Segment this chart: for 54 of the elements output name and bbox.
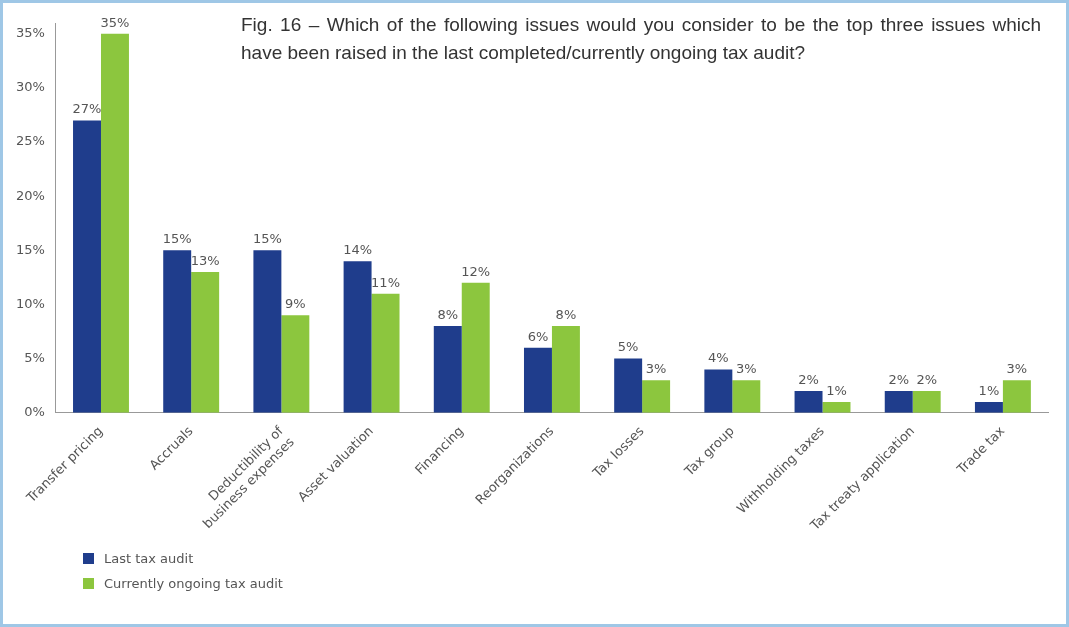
bar xyxy=(191,271,220,413)
data-label: 35% xyxy=(100,14,130,30)
data-label: 13% xyxy=(190,252,220,268)
data-label: 2% xyxy=(916,371,938,387)
data-label: 8% xyxy=(555,306,577,322)
data-label: 1% xyxy=(978,382,1000,398)
bar xyxy=(433,326,462,413)
y-tick-label: 15% xyxy=(15,241,45,257)
y-tick-label: 0% xyxy=(24,404,45,420)
data-label: 4% xyxy=(708,350,729,366)
bar xyxy=(343,261,372,413)
data-label: 12% xyxy=(461,263,491,279)
data-label: 3% xyxy=(1006,361,1028,377)
data-label: 6% xyxy=(527,328,549,344)
y-tick-label: 10% xyxy=(15,295,45,311)
data-label: 15% xyxy=(252,231,282,247)
data-label: 2% xyxy=(888,371,910,387)
y-tick-label: 30% xyxy=(15,79,45,95)
data-label: 5% xyxy=(617,339,639,355)
bar xyxy=(884,391,913,413)
data-label: 2% xyxy=(798,371,819,387)
bar xyxy=(100,33,129,413)
data-label: 3% xyxy=(645,361,667,377)
data-label: 15% xyxy=(162,231,192,247)
bar xyxy=(73,120,101,413)
bar xyxy=(371,293,400,413)
bar xyxy=(614,358,643,413)
y-tick-label: 20% xyxy=(15,187,45,203)
bar xyxy=(1002,380,1031,413)
data-label: 8% xyxy=(437,306,459,322)
chart-title: Fig. 16 – Which of the following issues would you consider to be the top three issues which have been raised in the last completed/currently ongoing tax audit? xyxy=(241,13,1041,65)
y-tick-label: 25% xyxy=(15,133,45,149)
bar xyxy=(732,380,761,413)
bar xyxy=(163,250,192,413)
data-label: 1% xyxy=(826,382,847,398)
bar xyxy=(281,315,310,413)
bar xyxy=(974,401,1003,413)
data-label: 11% xyxy=(371,274,400,290)
data-label: 3% xyxy=(736,361,757,377)
bar xyxy=(794,391,823,413)
bar xyxy=(551,326,580,413)
y-tick-label: 35% xyxy=(15,25,45,41)
data-label: 9% xyxy=(285,296,306,312)
bar xyxy=(523,347,552,413)
bar xyxy=(912,391,941,413)
data-label: 27% xyxy=(72,101,102,117)
legend-label: Last tax audit xyxy=(104,551,194,566)
bar xyxy=(642,380,671,413)
data-label: 14% xyxy=(343,242,373,258)
y-tick-label: 5% xyxy=(24,349,45,365)
legend-label: Currently ongoing tax audit xyxy=(104,576,283,591)
bar xyxy=(253,250,282,413)
bar xyxy=(704,369,733,413)
bar xyxy=(461,282,490,413)
